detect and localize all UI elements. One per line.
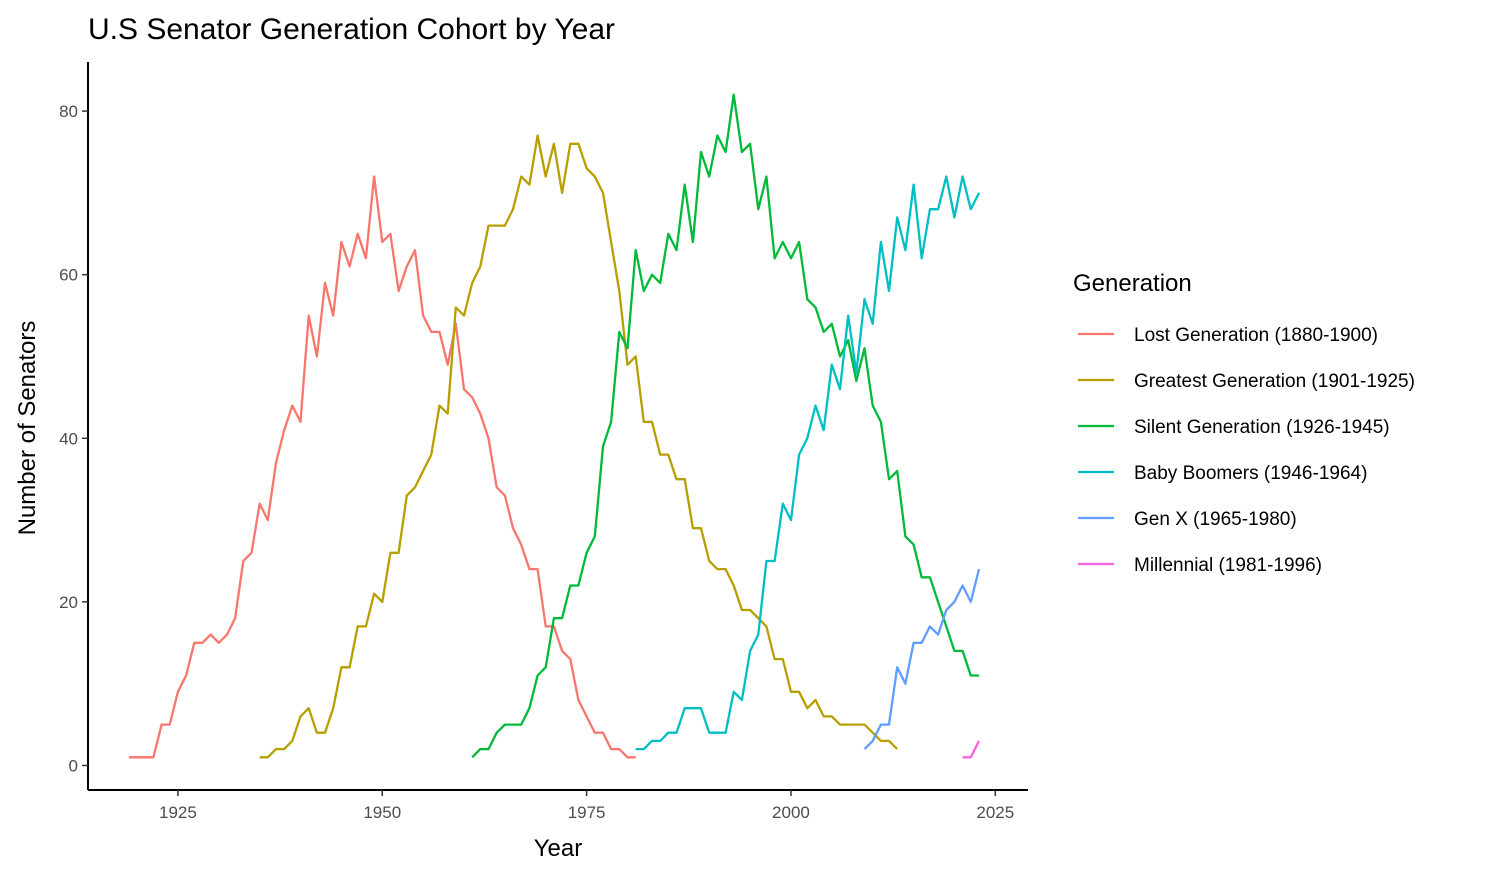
- x-axis-title: Year: [534, 835, 583, 862]
- chart-title: U.S Senator Generation Cohort by Year: [88, 13, 615, 46]
- x-tick-label: 1975: [568, 803, 606, 822]
- series-line-5: [863, 568, 981, 750]
- y-tick-label: 40: [59, 429, 78, 448]
- legend-label-6: Millennial (1981-1996): [1134, 555, 1322, 576]
- x-tick-label: 2025: [976, 803, 1014, 822]
- series-line-4: [635, 175, 981, 751]
- x-tick-label: 1950: [363, 803, 401, 822]
- legend-label-1: Lost Generation (1880-1900): [1134, 325, 1378, 346]
- legend-label-2: Greatest Generation (1901-1925): [1134, 371, 1415, 392]
- x-tick-label: 1925: [159, 803, 197, 822]
- y-tick-label: 0: [69, 756, 78, 775]
- y-tick-label: 20: [59, 593, 78, 612]
- legend-label-5: Gen X (1965-1980): [1134, 509, 1297, 530]
- series-line-1: [128, 175, 636, 759]
- legend-label-4: Baby Boomers (1946-1964): [1134, 463, 1367, 484]
- legend-label-3: Silent Generation (1926-1945): [1134, 417, 1390, 438]
- y-tick-label: 60: [59, 266, 78, 285]
- x-tick-label: 2000: [772, 803, 810, 822]
- plot-area: 1925 1950 1975 2000 2025 0 20 40 60 80: [59, 62, 1028, 822]
- y-axis-title: Number of Senators: [14, 321, 41, 536]
- series-line-3: [471, 93, 979, 759]
- series-line-6: [962, 740, 981, 759]
- y-tick-label: 80: [59, 102, 78, 121]
- legend-title: Generation: [1073, 270, 1192, 297]
- series-line-2: [259, 134, 899, 759]
- legend: Lost Generation (1880-1900) Greatest Gene…: [1078, 325, 1415, 576]
